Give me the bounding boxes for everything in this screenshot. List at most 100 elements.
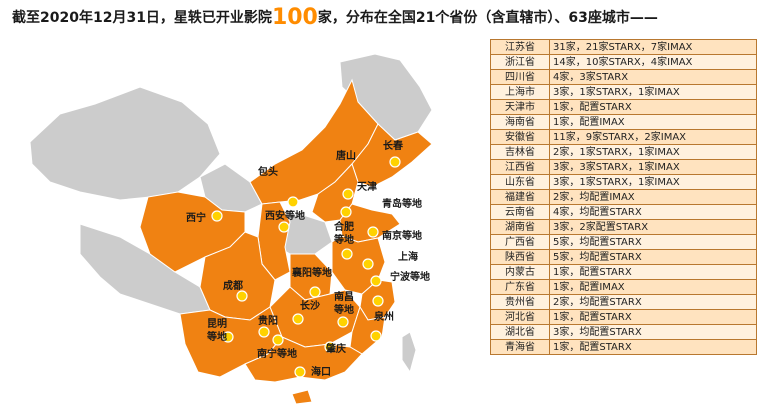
province-cell: 河北省 — [490, 309, 550, 325]
city-label: 上海 — [398, 250, 418, 263]
city-label: 贵阳 — [258, 314, 278, 327]
table-row: 贵州省 2家，均配置STARX — [490, 294, 757, 310]
city-label: 襄阳等地 — [291, 266, 332, 279]
count-cell: 2家，均配置IMAX — [549, 189, 757, 205]
province-cell: 安徽省 — [490, 129, 550, 145]
city-marker-icon — [370, 275, 382, 287]
city-label: 海口 — [311, 365, 331, 378]
province-cell: 海南省 — [490, 114, 550, 130]
count-cell: 1家，配置STARX — [549, 264, 757, 280]
count-cell: 1家，配置STARX — [549, 99, 757, 115]
city-label: 肇庆 — [325, 342, 346, 355]
province-cell: 广东省 — [490, 279, 550, 295]
province-cell: 福建省 — [490, 189, 550, 205]
table-row: 福建省 2家，均配置IMAX — [490, 189, 757, 205]
city-marker-icon — [340, 206, 352, 218]
city-label: 成都 — [223, 279, 243, 292]
city-marker-icon — [342, 188, 354, 200]
count-cell: 11家，9家STARX，2家IMAX — [549, 129, 757, 145]
table-row: 吉林省 2家，1家STARX，1家IMAX — [490, 144, 757, 160]
city-marker-icon — [362, 258, 374, 270]
province-cell: 湖北省 — [490, 324, 550, 340]
city-marker-icon — [292, 313, 304, 325]
city-marker-icon — [258, 326, 270, 338]
city-label: 南京等地 — [382, 229, 422, 242]
table-row: 广东省 1家，配置IMAX — [490, 279, 757, 295]
fujian-region — [349, 305, 386, 355]
province-cell: 内蒙古 — [490, 264, 550, 280]
city-label: 包头 — [258, 165, 278, 178]
province-cell: 四川省 — [490, 69, 550, 85]
city-marker-icon — [222, 331, 234, 343]
city-label: 等地 — [334, 303, 354, 316]
table-row: 安徽省 11家，9家STARX，2家IMAX — [490, 129, 757, 145]
table-row: 湖南省 3家，2家配置STARX — [490, 219, 757, 235]
city-marker-icon — [287, 196, 299, 208]
table-row: 河北省 1家，配置STARX — [490, 309, 757, 325]
count-cell: 5家，均配置STARX — [549, 234, 757, 250]
count-cell: 4家，3家STARX — [549, 69, 757, 85]
province-cell: 浙江省 — [490, 54, 550, 70]
city-label: 天津 — [357, 180, 377, 193]
count-cell: 3家，1家STARX，1家IMAX — [549, 84, 757, 100]
count-cell: 3家，2家配置STARX — [549, 219, 757, 235]
province-cinema-table: 江苏省 31家，21家STARX，7家IMAX 浙江省 14家，10家STARX，4家… — [490, 39, 757, 355]
table-row: 江苏省 31家，21家STARX，7家IMAX — [490, 39, 757, 55]
table-row: 浙江省 14家，10家STARX，4家IMAX — [490, 54, 757, 70]
city-label: 等地 — [334, 233, 354, 246]
city-marker-icon — [337, 316, 349, 328]
table-row: 青海省 1家，配置STARX — [490, 339, 757, 355]
city-marker-icon — [372, 295, 384, 307]
city-label: 长春 — [383, 139, 403, 152]
city-marker-icon — [389, 156, 401, 168]
headline-suffix: 家，分布在全国21个省份（含直辖市）、63座城市—— — [317, 10, 658, 26]
city-label: 合肥 — [333, 220, 354, 233]
city-marker-icon — [278, 221, 290, 233]
province-cell: 天津市 — [490, 99, 550, 115]
city-marker-icon — [367, 226, 379, 238]
city-label: 等地 — [207, 330, 227, 343]
sichuan-chongqing-region — [199, 231, 276, 321]
province-cell: 山东省 — [490, 174, 550, 190]
count-cell: 1家，配置STARX — [549, 309, 757, 325]
table-row: 广西省 5家，均配置STARX — [490, 234, 757, 250]
city-marker-icon — [211, 210, 223, 222]
province-cell: 陕西省 — [490, 249, 550, 265]
count-cell: 31家，21家STARX，7家IMAX — [549, 39, 757, 55]
table-row: 四川省 4家，3家STARX — [490, 69, 757, 85]
city-label: 泉州 — [373, 310, 394, 323]
city-label: 昆明 — [207, 318, 227, 330]
cinema-count: 100 — [271, 5, 318, 30]
count-cell: 2家，均配置STARX — [549, 294, 757, 310]
count-cell: 4家，均配置STARX — [549, 204, 757, 220]
city-marker-icon — [294, 366, 306, 378]
count-cell: 2家，1家STARX，1家IMAX — [549, 144, 757, 160]
province-cell: 云南省 — [490, 204, 550, 220]
count-cell: 3家，均配置STARX — [549, 324, 757, 340]
province-cell: 江苏省 — [490, 39, 550, 55]
city-marker-icon — [324, 341, 336, 353]
city-label: 宁波等地 — [390, 270, 430, 283]
province-cell: 江西省 — [490, 159, 550, 175]
count-cell: 14家，10家STARX，4家IMAX — [549, 54, 757, 70]
city-marker-icon — [370, 330, 382, 342]
table-row: 海南省 1家，配置IMAX — [490, 114, 757, 130]
city-marker-icon — [272, 334, 284, 346]
city-marker-icon — [236, 290, 248, 302]
count-cell: 5家，均配置STARX — [549, 249, 757, 265]
city-marker-icon — [309, 286, 321, 298]
headline-prefix: 截至2020年12月31日，星轶已开业影院 — [12, 10, 272, 26]
xinjiang-region — [29, 86, 221, 201]
jilin-liaoning-region — [351, 123, 433, 188]
city-label: 南宁等地 — [257, 347, 297, 360]
city-label: 西安等地 — [265, 209, 305, 222]
table-row: 天津市 1家，配置STARX — [490, 99, 757, 115]
table-row: 湖北省 3家，均配置STARX — [490, 324, 757, 340]
table-row: 上海市 3家，1家STARX，1家IMAX — [490, 84, 757, 100]
count-cell: 1家，配置STARX — [549, 339, 757, 355]
city-label: 长沙 — [300, 299, 320, 312]
city-label: 唐山 — [336, 149, 356, 162]
table-row: 江西省 3家，3家STARX，1家IMAX — [490, 159, 757, 175]
count-cell: 3家，1家STARX，1家IMAX — [549, 174, 757, 190]
